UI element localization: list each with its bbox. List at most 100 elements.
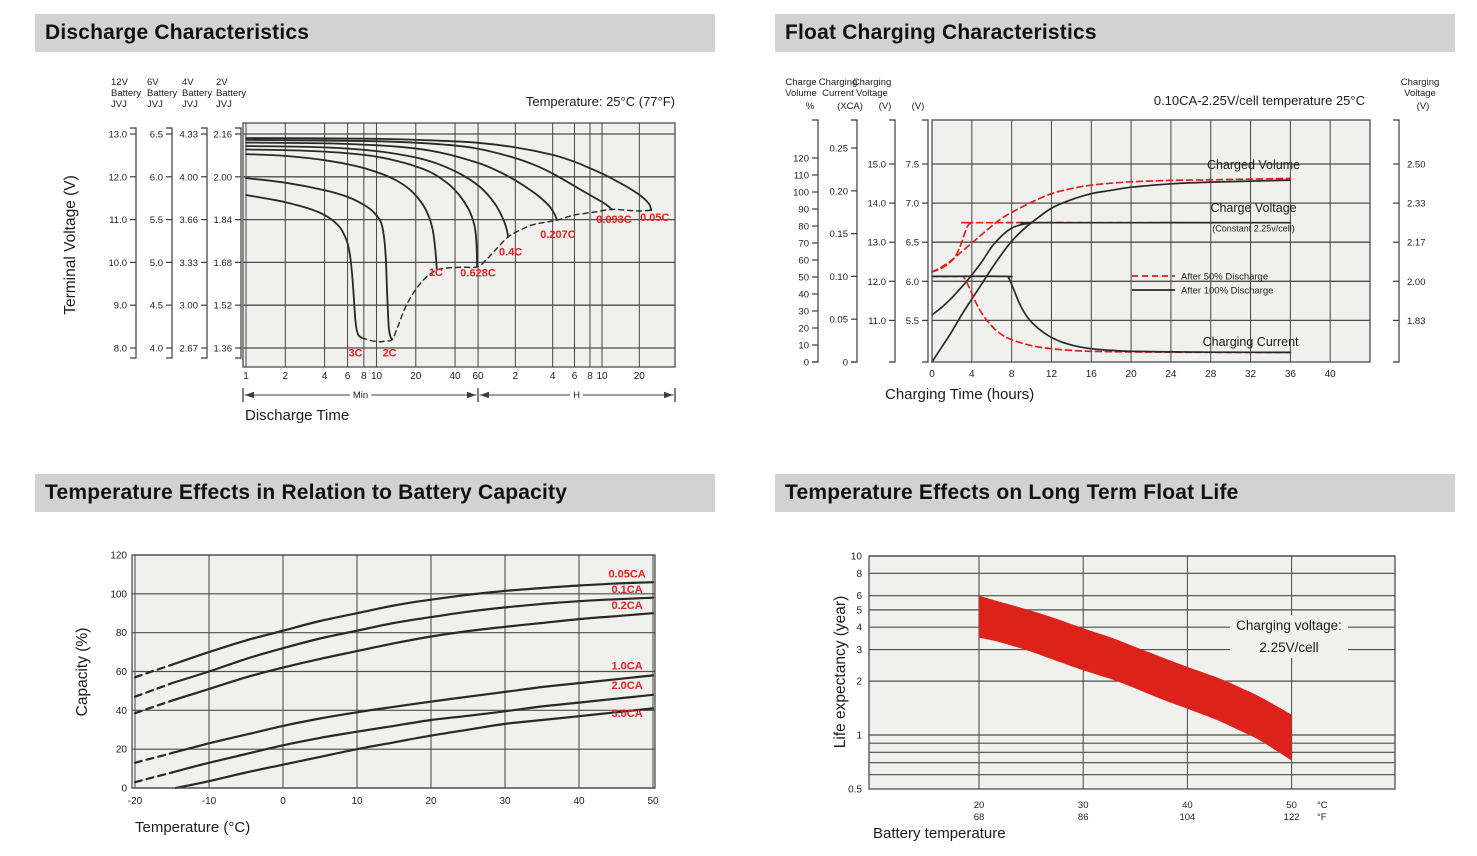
curve-label-1.0CA: 1.0CA (612, 661, 643, 673)
svg-text:20: 20 (798, 324, 809, 335)
series-0.05C (245, 137, 653, 212)
svg-text:5.0: 5.0 (150, 258, 163, 269)
svg-text:6.0: 6.0 (150, 172, 163, 183)
svg-text:10: 10 (596, 371, 608, 382)
plot-area (932, 120, 1370, 362)
series-Charged Volume - After 100% Discharge (931, 179, 1292, 363)
svg-text:12.0: 12.0 (109, 172, 128, 183)
axis-bracket (889, 119, 896, 363)
svg-text:32: 32 (1245, 369, 1257, 380)
svg-text:5: 5 (856, 605, 862, 616)
x-unit-celsius: °C (1317, 800, 1328, 811)
svg-text:30: 30 (798, 307, 809, 318)
svg-text:-20: -20 (128, 796, 143, 807)
axis-bracket (235, 127, 242, 359)
svg-text:1.36: 1.36 (214, 344, 233, 355)
svg-text:4.00: 4.00 (180, 172, 199, 183)
svg-text:9.0: 9.0 (114, 301, 127, 312)
svg-text:2.17: 2.17 (1407, 238, 1426, 249)
svg-text:50: 50 (798, 273, 809, 284)
axis-bracket (130, 127, 137, 359)
svg-text:10: 10 (798, 341, 809, 352)
axis-unit: (V) (1417, 101, 1430, 112)
axis-bracket (851, 119, 858, 363)
svg-text:24: 24 (1165, 369, 1177, 380)
svg-text:10.0: 10.0 (109, 258, 128, 269)
svg-text:5.5: 5.5 (906, 316, 919, 327)
axis-header: 4V (182, 77, 194, 88)
svg-text:15.0: 15.0 (868, 160, 887, 171)
axis-bracket (166, 127, 173, 359)
curve-label-3.0CA: 3.0CA (612, 708, 643, 720)
float-life-chart: Charging voltage:2.25V/cell1086543210.52… (832, 552, 1396, 842)
svg-text:10: 10 (851, 552, 863, 563)
svg-text:60: 60 (798, 256, 809, 267)
axis-unit: (V) (879, 101, 892, 112)
series-3.0CA (174, 707, 655, 790)
curve-label-0.2CA: 0.2CA (612, 600, 643, 612)
axis-unit: % (806, 101, 815, 112)
svg-text:2: 2 (283, 371, 289, 382)
svg-text:2.00: 2.00 (214, 172, 233, 183)
axis-header: Battery (216, 88, 246, 99)
axis-unit: (V) (912, 101, 925, 112)
svg-text:20: 20 (425, 796, 437, 807)
svg-text:20: 20 (1126, 369, 1138, 380)
svg-text:86: 86 (1078, 812, 1089, 823)
legend-label: After 100% Discharge (1181, 286, 1273, 297)
axis-bracket (201, 127, 208, 359)
section-header-temp-capacity: Temperature Effects in Relation to Batte… (35, 474, 715, 512)
series-0.2CA-ext (133, 699, 174, 715)
svg-text:1.83: 1.83 (1407, 316, 1426, 327)
svg-text:16: 16 (1086, 369, 1098, 380)
series-0.2CA (170, 612, 655, 702)
curve-label-0.05C: 0.05C (640, 212, 669, 224)
section-header-float-life: Temperature Effects on Long Term Float L… (775, 474, 1455, 512)
curve-label-2C: 2C (383, 348, 397, 360)
svg-text:20: 20 (634, 371, 646, 382)
svg-text:50: 50 (1286, 800, 1297, 811)
plot-border (868, 555, 1396, 790)
svg-text:0: 0 (804, 358, 809, 369)
annotation-line: 2.25V/cell (1259, 640, 1318, 655)
svg-text:0.5: 0.5 (848, 784, 862, 795)
axis-header: Battery (111, 88, 141, 99)
series-1C (245, 153, 438, 271)
svg-text:40: 40 (1325, 369, 1337, 380)
y-axis-title: Capacity (%) (74, 628, 91, 717)
axis-unit: (XCA) (837, 101, 863, 112)
svg-text:2.00: 2.00 (1407, 277, 1426, 288)
svg-text:13.0: 13.0 (868, 238, 887, 249)
svg-text:3.66: 3.66 (180, 215, 199, 226)
svg-text:40: 40 (450, 371, 462, 382)
svg-text:4: 4 (856, 623, 862, 634)
svg-text:8.0: 8.0 (114, 344, 127, 355)
svg-text:4.5: 4.5 (150, 301, 163, 312)
axis-header: Current (822, 88, 854, 99)
plot-border (131, 554, 656, 789)
float-charging-characteristics-chart: Charged Volume Charge Voltage (Constant 2.… (785, 77, 1439, 403)
plot-label: Charging Current (1203, 335, 1299, 349)
svg-text:7.0: 7.0 (906, 199, 919, 210)
axis-header: Volume (785, 88, 817, 99)
axis-header: JVJ (216, 99, 232, 110)
svg-text:30: 30 (499, 796, 511, 807)
svg-text:6.5: 6.5 (150, 130, 163, 141)
axis-header: JVJ (182, 99, 198, 110)
svg-text:11.0: 11.0 (868, 316, 886, 327)
curve-label-2.0CA: 2.0CA (612, 680, 643, 692)
axis-header: 12V (111, 77, 129, 88)
svg-text:40: 40 (116, 706, 128, 717)
svg-text:6: 6 (345, 371, 351, 382)
curve-label-0.1CA: 0.1CA (612, 584, 643, 596)
x-axis-title: Discharge Time (245, 407, 349, 424)
svg-text:11.0: 11.0 (109, 215, 127, 226)
x-axis-title: Charging Time (hours) (885, 386, 1034, 403)
axis-bracket (922, 119, 929, 363)
axis-header: Battery (182, 88, 212, 99)
svg-text:8: 8 (361, 371, 367, 382)
svg-text:120: 120 (793, 154, 809, 165)
svg-text:8: 8 (1009, 369, 1015, 380)
